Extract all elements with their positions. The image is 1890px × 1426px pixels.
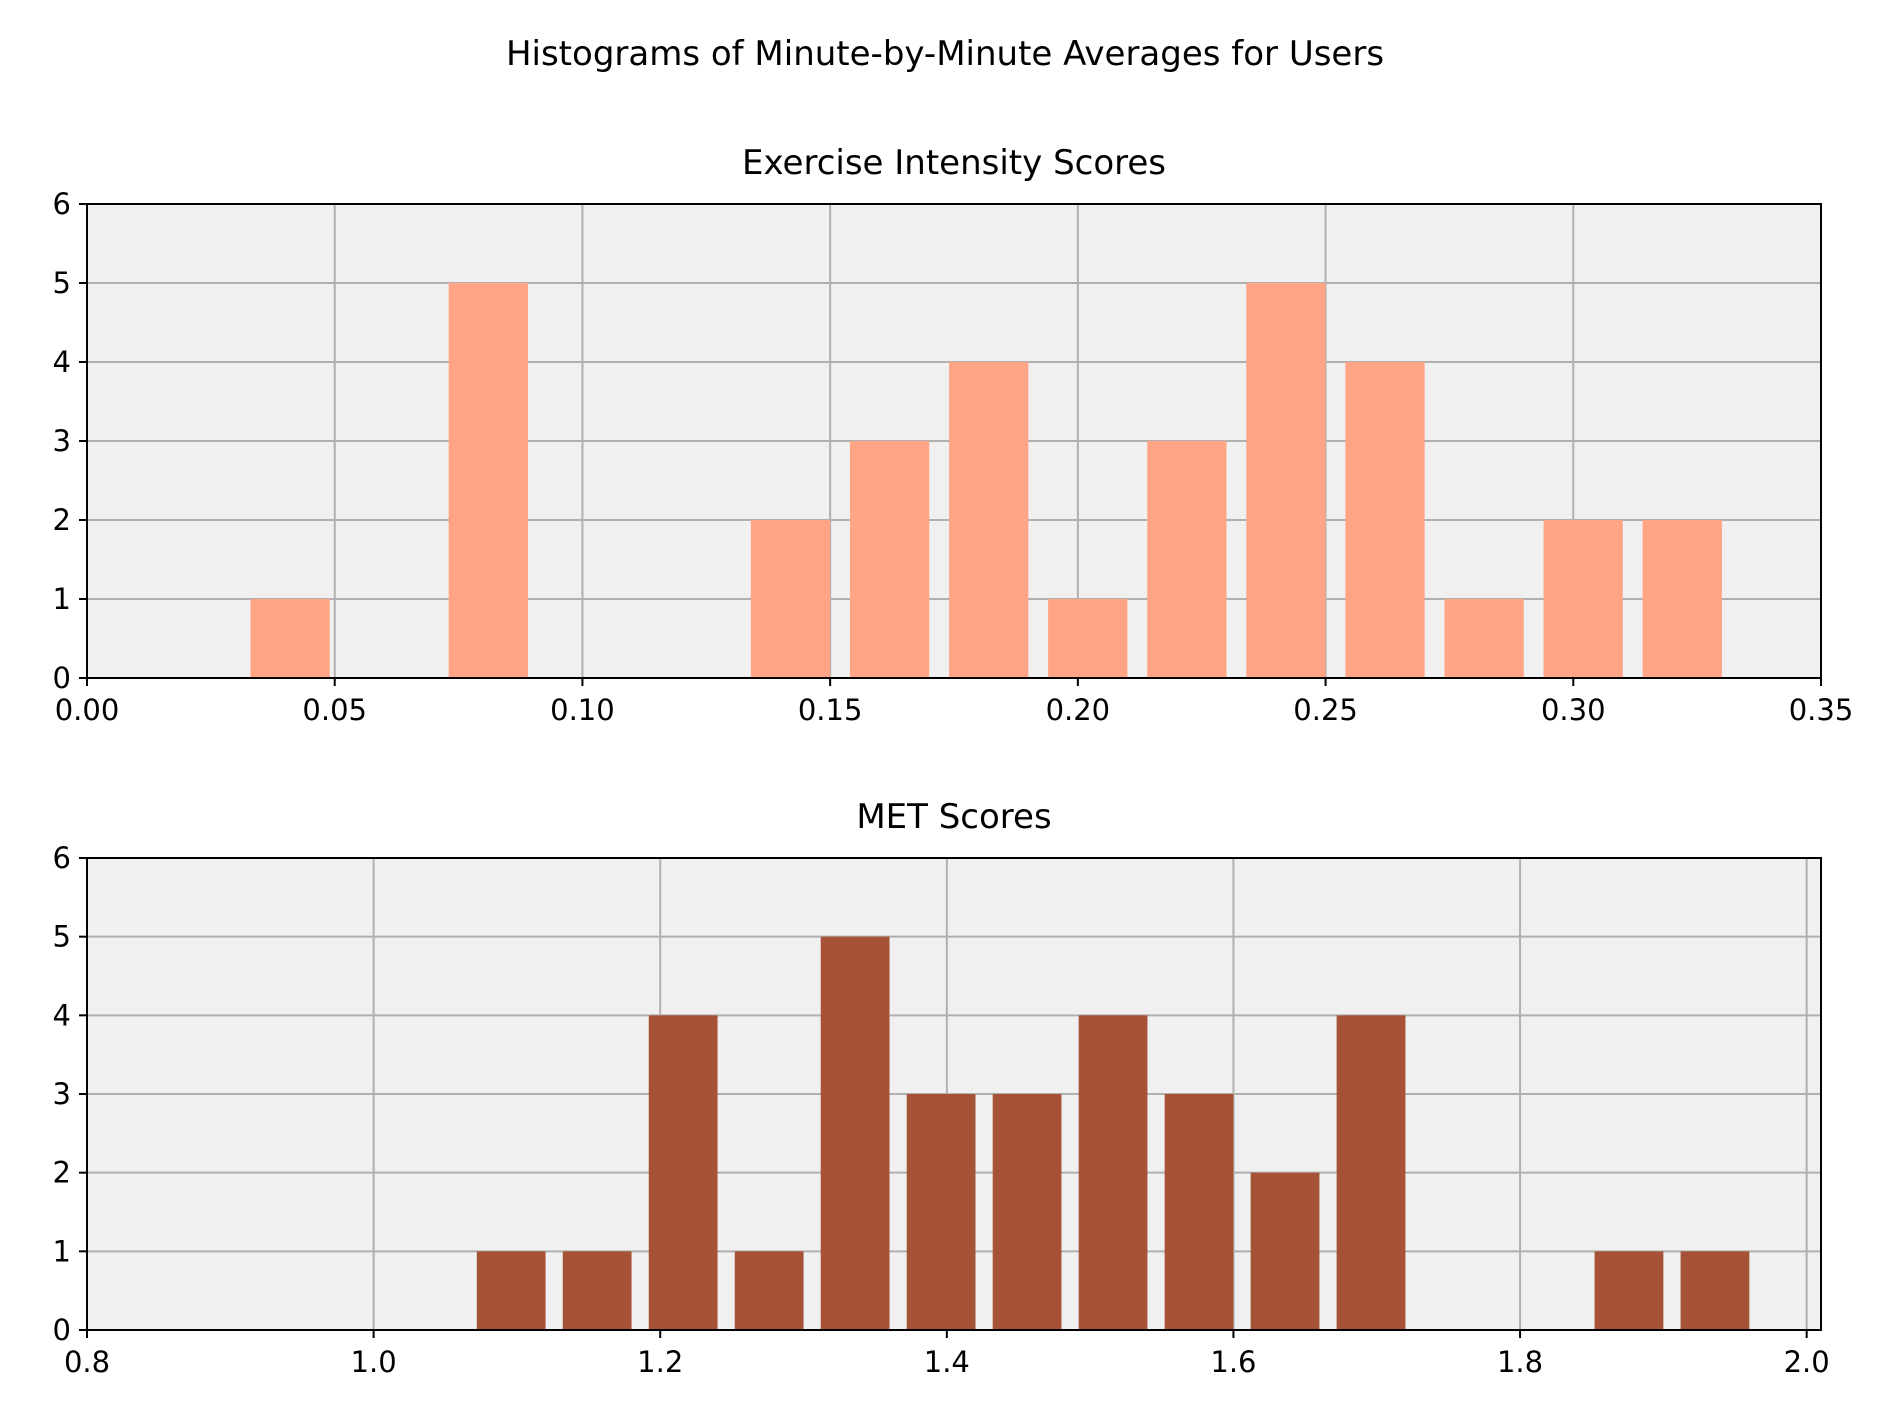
met-scores-x-tick-label: 1.2	[637, 1345, 683, 1379]
exercise-intensity-y-tick-label: 2	[53, 503, 71, 537]
met-scores-y-tick-label: 4	[53, 998, 71, 1032]
exercise-intensity-histogram-bar	[250, 599, 330, 678]
exercise-intensity-histogram-bar	[448, 283, 528, 678]
exercise-intensity-histogram-bar	[1444, 599, 1524, 678]
met-scores-y-tick-label: 1	[53, 1234, 71, 1268]
met-scores-x-tick-label: 1.0	[351, 1345, 397, 1379]
met-scores-histogram: 0.8 1.0 1.2 1.4 1.6 1.8 2.0 0 1 2 3 4 5 6 MET Scores	[53, 797, 1830, 1379]
exercise-intensity-y-tick-label: 4	[53, 345, 71, 379]
exercise-intensity-x-tick-label: 0.25	[1293, 693, 1358, 727]
met-scores-histogram-bar	[820, 936, 890, 1330]
exercise-intensity-histogram-bar	[1048, 599, 1128, 678]
exercise-intensity-x-tick-label: 0.00	[55, 693, 120, 727]
met-scores-histogram-bar	[476, 1251, 546, 1330]
exercise-intensity-x-tick-label: 0.30	[1541, 693, 1606, 727]
met-scores-histogram-bar	[906, 1094, 976, 1330]
exercise-intensity-x-tick-label: 0.05	[302, 693, 367, 727]
exercise-intensity-y-tick-label: 0	[53, 661, 71, 695]
met-scores-histogram-bar	[562, 1251, 632, 1330]
exercise-intensity-x-tick-label: 0.15	[798, 693, 863, 727]
met-scores-histogram-bar	[734, 1251, 804, 1330]
met-scores-y-tick-label: 0	[53, 1313, 71, 1347]
met-scores-x-tick-label: 1.8	[1497, 1345, 1543, 1379]
exercise-intensity-histogram-bar	[1543, 520, 1623, 678]
met-scores-histogram-bar	[992, 1094, 1062, 1330]
met-scores-y-tick-label: 6	[53, 841, 71, 875]
exercise-intensity-y-tick-label: 1	[53, 582, 71, 616]
exercise-intensity-y-tick-label: 6	[53, 187, 71, 221]
met-scores-histogram-bar	[1336, 1015, 1406, 1330]
met-scores-histogram-bar	[1078, 1015, 1148, 1330]
exercise-intensity-histogram-bar	[1147, 441, 1227, 678]
exercise-intensity-histogram-bar	[849, 441, 930, 678]
met-scores-y-tick-label: 3	[53, 1077, 71, 1111]
exercise-intensity-y-tick-label: 3	[53, 424, 71, 458]
met-scores-y-tick-label: 2	[53, 1156, 71, 1190]
exercise-intensity-histogram-bar	[750, 520, 831, 678]
exercise-intensity-x-tick-label: 0.35	[1789, 693, 1854, 727]
figure-suptitle: Histograms of Minute-by-Minute Averages …	[506, 34, 1384, 74]
exercise-intensity-histogram: 0.00 0.05 0.10 0.15 0.20 0.25 0.30 0.35 0 1 2 3 4 5 6 E…	[53, 143, 1854, 727]
met-scores-x-tick-label: 0.8	[64, 1345, 110, 1379]
exercise-intensity-histogram-bar	[1246, 283, 1326, 678]
met-scores-histogram-bar	[1164, 1094, 1234, 1330]
met-scores-histogram-bar	[1680, 1251, 1750, 1330]
met-scores-histogram-bar	[648, 1015, 718, 1330]
exercise-intensity-title: Exercise Intensity Scores	[742, 143, 1166, 183]
met-scores-x-tick-label: 2.0	[1784, 1345, 1830, 1379]
exercise-intensity-histogram-bar	[949, 362, 1029, 678]
exercise-intensity-x-tick-label: 0.20	[1046, 693, 1111, 727]
met-scores-histogram-bar	[1594, 1251, 1664, 1330]
exercise-intensity-x-tick-label: 0.10	[550, 693, 615, 727]
exercise-intensity-histogram-bar	[1642, 520, 1722, 678]
met-scores-title: MET Scores	[856, 797, 1051, 837]
met-scores-x-tick-label: 1.6	[1210, 1345, 1256, 1379]
met-scores-histogram-bar	[1250, 1172, 1320, 1330]
exercise-intensity-histogram-bar	[1345, 362, 1425, 678]
met-scores-x-tick-label: 1.4	[924, 1345, 970, 1379]
exercise-intensity-y-tick-label: 5	[53, 266, 71, 300]
met-scores-y-tick-label: 5	[53, 920, 71, 954]
